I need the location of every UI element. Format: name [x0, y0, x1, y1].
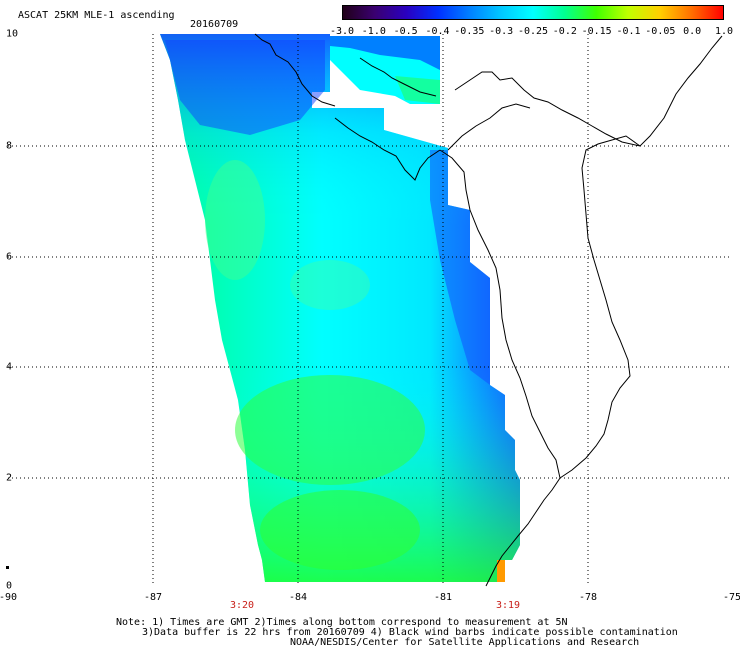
- color-scale-label: -0.1: [616, 26, 641, 37]
- map-date: 20160709: [190, 19, 239, 30]
- latitude-label: 2: [6, 472, 13, 484]
- note-line-1: Note: 1) Times are GMT 2)Times along bot…: [116, 617, 568, 628]
- pass-time-label: 3:20: [229, 600, 255, 611]
- color-scale-label: -0.2: [552, 26, 577, 37]
- latitude-label: 0: [6, 580, 13, 592]
- wind-swath: [160, 34, 520, 582]
- longitude-label: -75: [722, 592, 740, 603]
- coastline: [254, 33, 723, 587]
- note-line-2: 3)Data buffer is 22 hrs from 20160709 4)…: [142, 627, 678, 638]
- latitude-label: 6: [6, 251, 13, 263]
- latitude-label: 8: [6, 140, 13, 152]
- color-scale-label: -0.25: [517, 26, 549, 37]
- color-scale-label: -0.3: [489, 26, 514, 37]
- longitude-label: -78: [578, 592, 598, 603]
- pass-time-label: 3:19: [495, 600, 521, 611]
- map-grid: [8, 34, 732, 586]
- color-scale-bar: [342, 5, 724, 20]
- color-scale-label: -1.0: [361, 26, 386, 37]
- color-scale-label: -0.4: [425, 26, 450, 37]
- map-title: ASCAT 25KM MLE-1 ascending: [18, 10, 175, 21]
- note-line-3: NOAA/NESDIS/Center for Satellite Applica…: [290, 637, 640, 648]
- color-scale-label: -0.15: [581, 26, 612, 37]
- color-scale-label: -0.35: [454, 26, 485, 37]
- latitude-label: 4: [6, 361, 13, 373]
- longitude-label: -84: [288, 592, 308, 603]
- latitude-label: 10: [6, 28, 19, 40]
- color-scale-label: -0.05: [645, 26, 676, 37]
- color-scale-label: 0.0: [683, 26, 702, 37]
- color-scale-label: 1.0: [714, 26, 734, 37]
- longitude-label: -81: [433, 592, 453, 603]
- longitude-label: -90: [0, 592, 18, 603]
- color-scale-label: -0.5: [393, 26, 418, 37]
- color-scale-label: -3.0: [329, 26, 355, 37]
- longitude-label: -87: [143, 592, 163, 603]
